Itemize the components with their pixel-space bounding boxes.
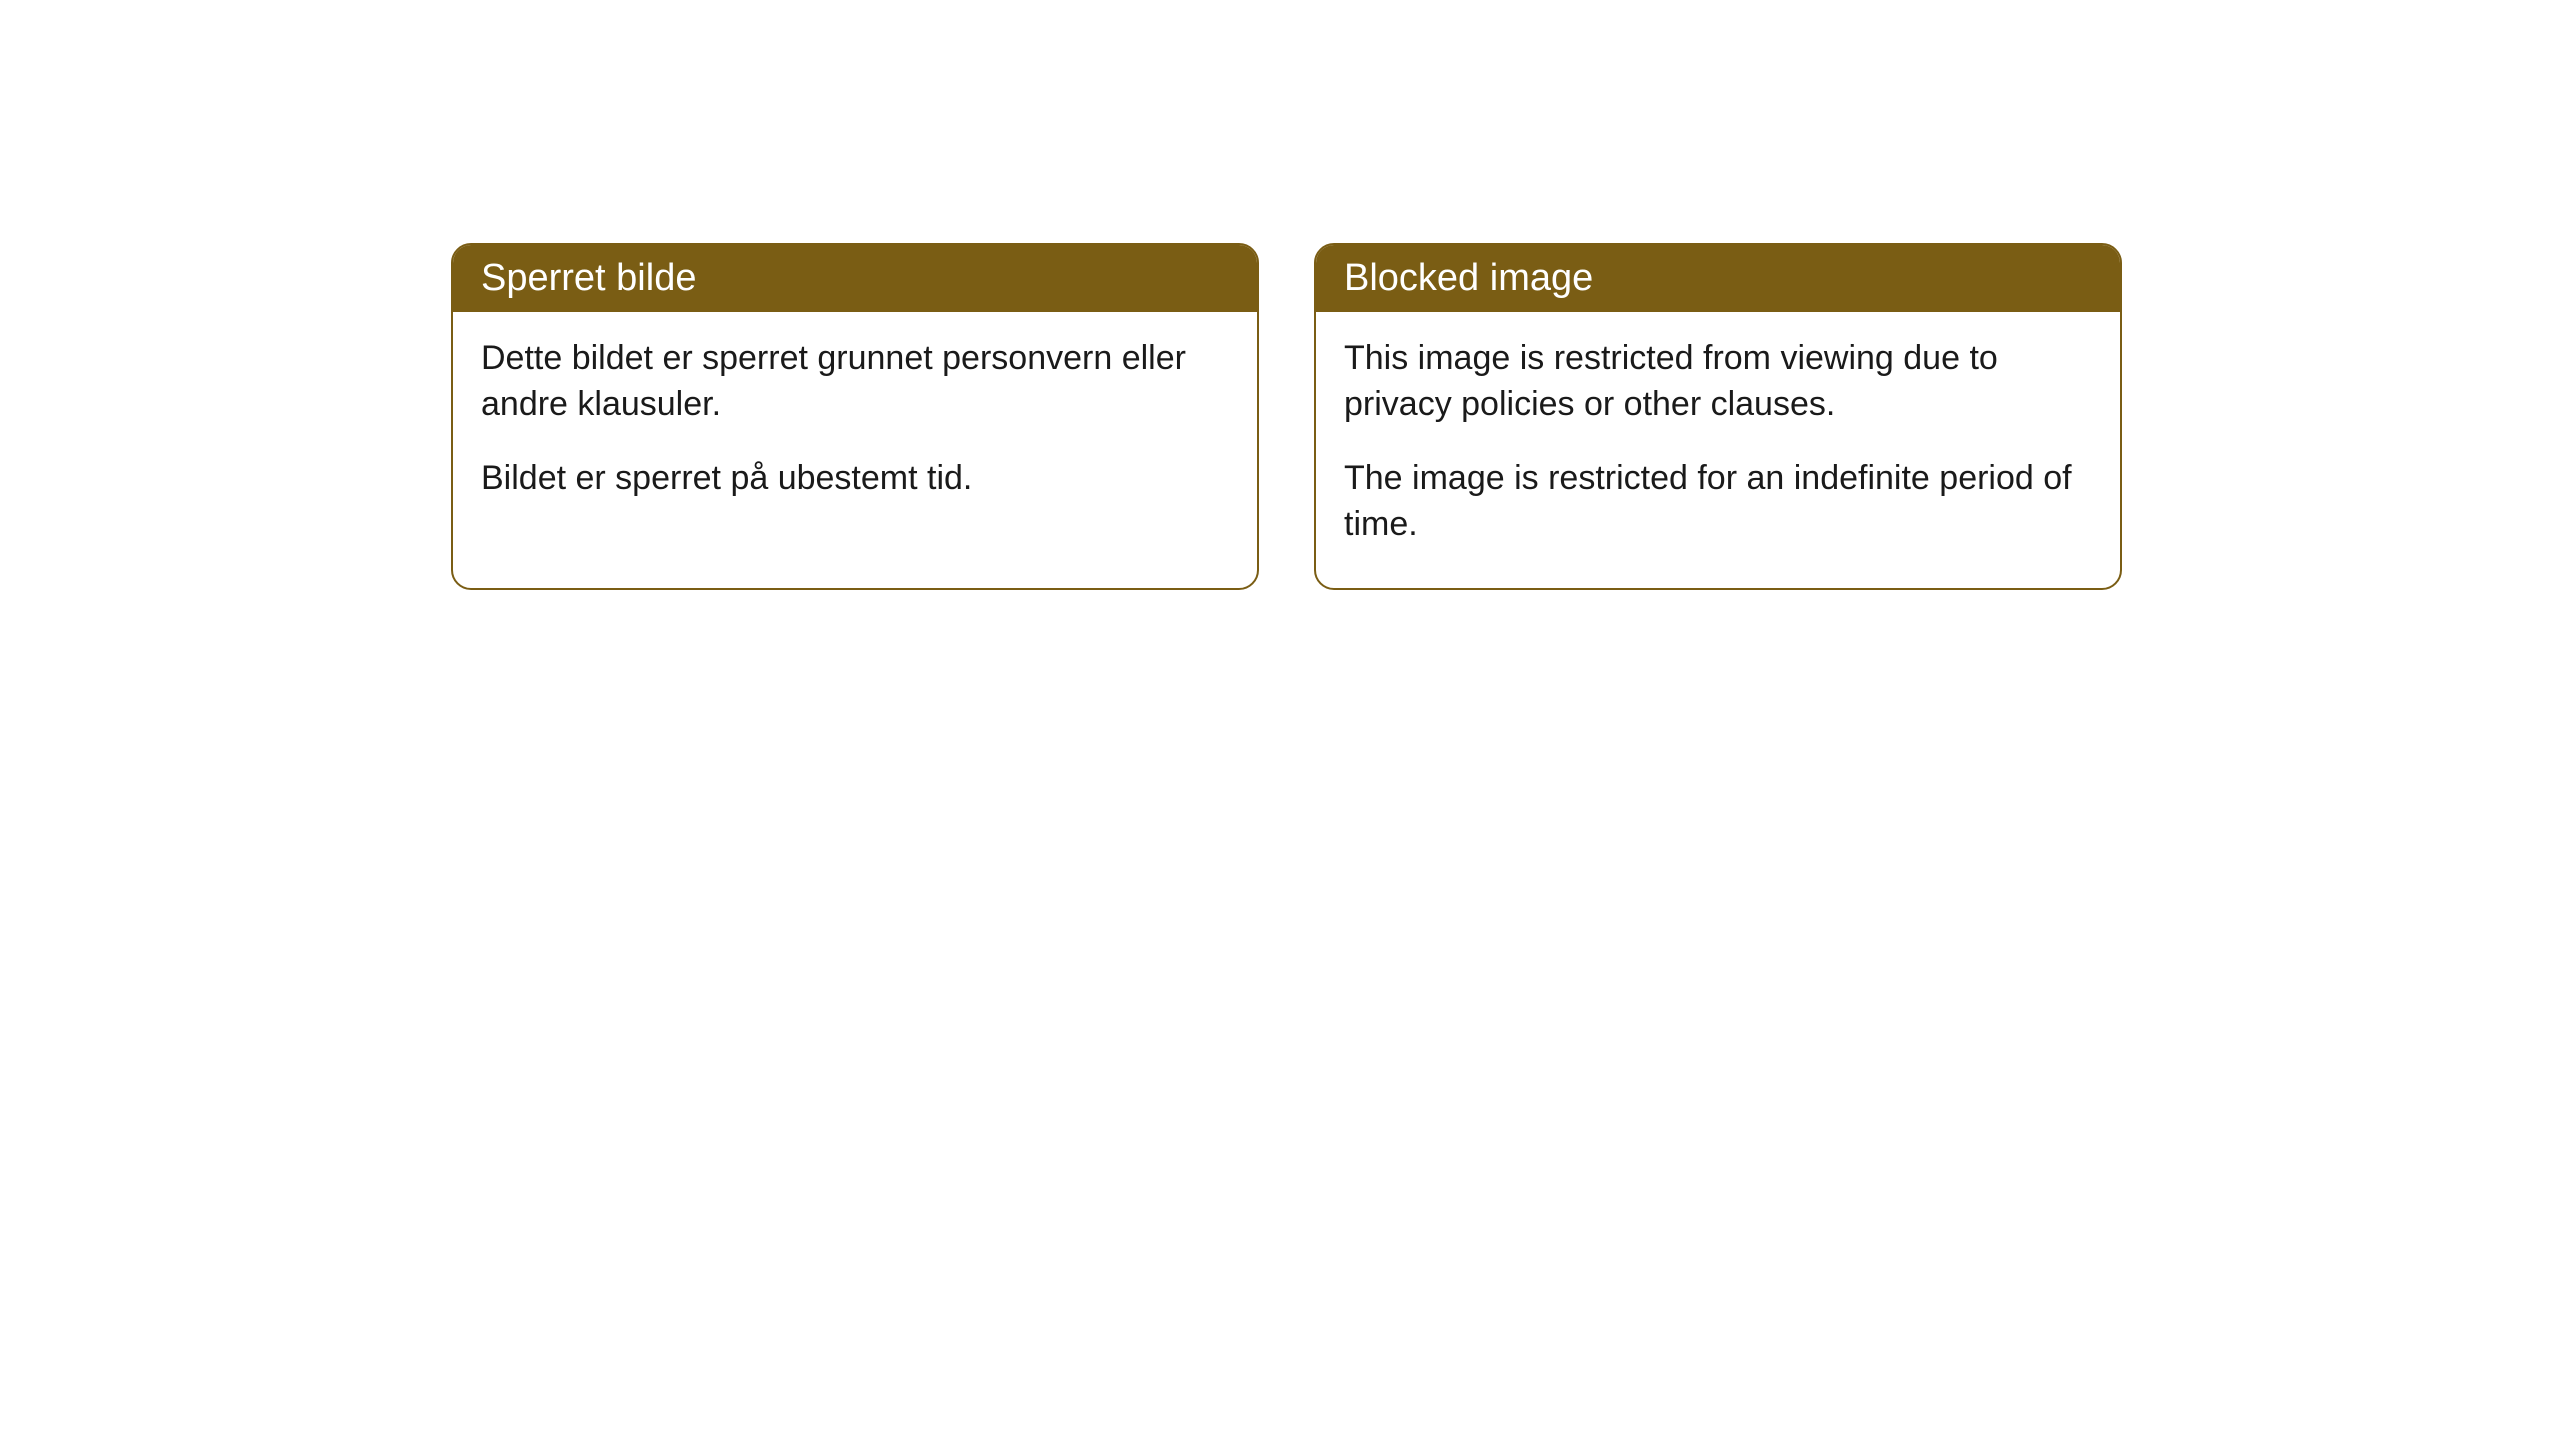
notice-cards-container: Sperret bilde Dette bildet er sperret gr…: [451, 243, 2122, 590]
notice-paragraph: This image is restricted from viewing du…: [1344, 336, 2092, 428]
card-body-norwegian: Dette bildet er sperret grunnet personve…: [453, 312, 1257, 542]
card-header-norwegian: Sperret bilde: [453, 245, 1257, 312]
blocked-image-card-english: Blocked image This image is restricted f…: [1314, 243, 2122, 590]
card-title: Blocked image: [1344, 257, 1593, 299]
card-title: Sperret bilde: [481, 257, 696, 299]
card-header-english: Blocked image: [1316, 245, 2120, 312]
blocked-image-card-norwegian: Sperret bilde Dette bildet er sperret gr…: [451, 243, 1259, 590]
notice-paragraph: Dette bildet er sperret grunnet personve…: [481, 336, 1229, 428]
notice-paragraph: The image is restricted for an indefinit…: [1344, 456, 2092, 548]
card-body-english: This image is restricted from viewing du…: [1316, 312, 2120, 588]
notice-paragraph: Bildet er sperret på ubestemt tid.: [481, 456, 1229, 502]
